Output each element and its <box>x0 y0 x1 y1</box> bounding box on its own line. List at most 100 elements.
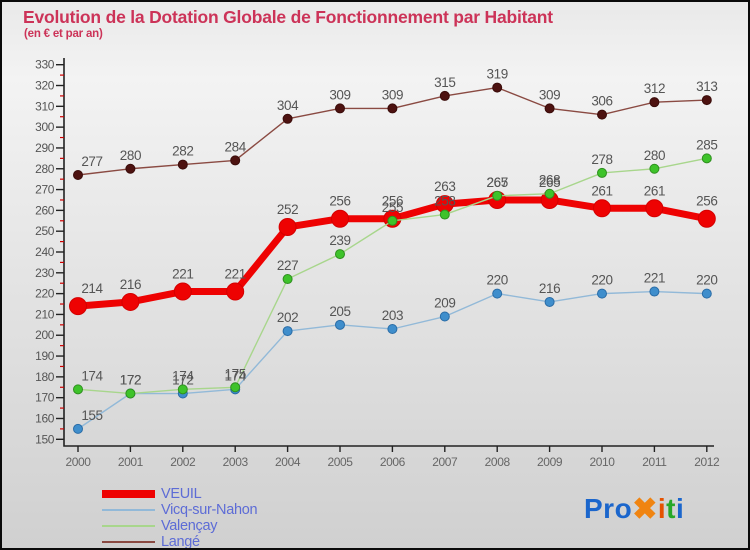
point-value-label: 277 <box>81 154 102 169</box>
logo-segment: i <box>675 493 685 524</box>
point-value-label: 172 <box>120 373 141 388</box>
point-value-label: 285 <box>696 137 717 152</box>
point-value-label: 220 <box>591 273 612 288</box>
point-value-label: 319 <box>487 67 508 82</box>
data-point <box>597 167 607 178</box>
data-point <box>282 113 293 124</box>
data-point <box>492 288 503 299</box>
point-value-label: 221 <box>225 267 246 282</box>
data-point <box>649 97 660 108</box>
point-value-label: 256 <box>382 194 403 209</box>
x-tick-label: 2011 <box>642 455 667 469</box>
legend-swatch <box>102 490 155 498</box>
x-tick-label: 2010 <box>589 455 615 469</box>
point-value-label: 214 <box>81 281 103 296</box>
legend-item-lange: Langé <box>102 534 257 550</box>
legend-swatch <box>102 541 155 543</box>
x-tick-label: 2012 <box>694 455 720 469</box>
y-tick-label: 210 <box>35 307 55 321</box>
data-point <box>387 215 398 226</box>
data-point <box>492 82 503 93</box>
y-tick-label: 230 <box>35 266 55 280</box>
data-point <box>544 188 555 199</box>
point-value-label: 174 <box>172 368 194 383</box>
x-tick-label: 2000 <box>65 455 91 469</box>
point-value-label: 284 <box>225 139 247 154</box>
point-value-label: 263 <box>434 179 455 194</box>
data-point <box>73 423 83 434</box>
data-point <box>439 90 450 101</box>
logo-segment: ✖ <box>632 493 658 526</box>
x-tick-label: 2004 <box>275 455 301 469</box>
legend-label: Langé <box>161 534 200 550</box>
data-point <box>387 323 398 334</box>
point-value-label: 256 <box>329 194 350 209</box>
point-value-label: 172 <box>120 373 141 388</box>
chart-title: Evolution de la Dotation Globale de Fonc… <box>23 7 553 27</box>
point-value-label: 261 <box>591 183 612 198</box>
point-value-label: 267 <box>487 175 508 190</box>
point-value-label: 220 <box>487 273 508 288</box>
data-point <box>73 384 83 395</box>
logo-segment: i <box>657 493 667 524</box>
series-lange <box>73 82 712 180</box>
data-point <box>649 286 660 297</box>
point-value-label: 258 <box>434 194 455 209</box>
data-point <box>335 249 345 260</box>
data-point <box>649 163 660 174</box>
point-value-label: 309 <box>329 87 350 102</box>
data-point <box>226 282 245 301</box>
data-point <box>492 190 503 201</box>
x-tick-label: 2006 <box>380 455 406 469</box>
data-point <box>387 103 398 114</box>
point-value-label: 172 <box>172 373 193 388</box>
data-point <box>701 288 712 299</box>
y-tick-label: 200 <box>35 328 55 342</box>
data-point <box>593 199 611 218</box>
data-point <box>544 103 555 114</box>
point-value-label: 255 <box>382 200 403 215</box>
data-point <box>173 282 192 301</box>
y-tick-label: 190 <box>35 349 55 363</box>
x-tick-label: 2005 <box>327 455 353 469</box>
legend-label: Valençay <box>161 518 218 534</box>
data-point <box>697 209 716 228</box>
data-point <box>439 209 450 220</box>
y-tick-label: 170 <box>35 391 55 405</box>
axis-lines <box>63 58 714 447</box>
data-point <box>125 163 136 174</box>
point-value-label: 252 <box>277 202 298 217</box>
point-value-label: 309 <box>382 87 403 102</box>
point-value-label: 278 <box>591 152 612 167</box>
x-tick-label: 2008 <box>485 455 511 469</box>
y-tick-label: 320 <box>35 79 55 93</box>
y-tick-label: 180 <box>35 370 55 384</box>
x-tick-label: 2002 <box>170 455 196 469</box>
legend-label: VEUIL <box>161 486 202 502</box>
y-tick-label: 220 <box>35 287 55 301</box>
point-value-label: 268 <box>539 173 560 188</box>
point-value-label: 221 <box>644 271 665 286</box>
point-value-label: 280 <box>644 148 665 163</box>
point-value-label: 306 <box>591 94 612 109</box>
data-point <box>278 218 297 237</box>
data-point <box>701 153 712 164</box>
data-point <box>335 103 345 114</box>
data-point <box>282 326 293 337</box>
x-tick-label: 2003 <box>223 455 249 469</box>
point-value-label: 202 <box>277 310 298 325</box>
point-value-label: 312 <box>644 81 665 96</box>
point-value-label: 155 <box>81 408 102 423</box>
data-point <box>73 169 83 180</box>
point-value-label: 304 <box>277 98 299 113</box>
data-point <box>544 296 555 307</box>
point-value-label: 282 <box>172 144 193 159</box>
data-point <box>597 109 607 120</box>
legend-swatch <box>102 525 155 527</box>
legend-swatch <box>102 509 155 511</box>
data-point <box>177 159 188 170</box>
point-value-label: 174 <box>225 368 247 383</box>
legend-item-vicq-sur-nahon: Vicq-sur-Nahon <box>102 502 258 518</box>
